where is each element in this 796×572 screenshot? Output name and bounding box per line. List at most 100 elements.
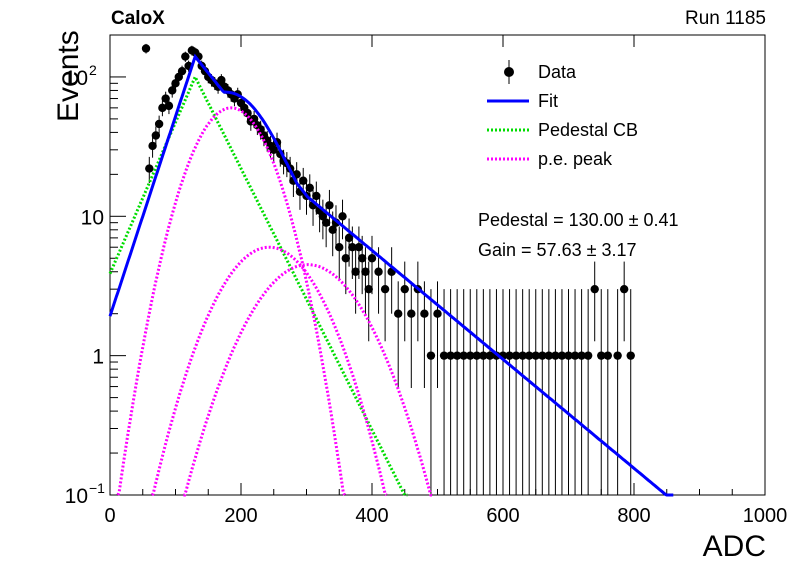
data-point xyxy=(400,284,409,294)
y-tick-label: 10 xyxy=(65,67,88,90)
data-point xyxy=(597,351,606,360)
experiment-label: CaloX xyxy=(111,8,165,29)
data-point xyxy=(603,351,612,360)
y-axis-title: Events xyxy=(52,30,85,122)
x-tick-label: 600 xyxy=(486,505,519,527)
data-point xyxy=(479,351,488,360)
data-point xyxy=(472,351,481,360)
data-point xyxy=(466,351,475,360)
data-point xyxy=(335,243,344,252)
data-point xyxy=(348,243,357,252)
data-point xyxy=(361,267,370,276)
data-point xyxy=(354,243,364,252)
legend-label: Pedestal CB xyxy=(538,120,638,140)
data-point xyxy=(626,351,635,360)
data-point xyxy=(564,351,573,360)
data-point xyxy=(269,145,278,155)
data-point xyxy=(380,284,390,294)
data-point xyxy=(217,75,226,85)
pe-peak-curve-2 xyxy=(150,245,388,497)
data-point xyxy=(446,351,455,360)
x-tick-label: 800 xyxy=(617,505,650,527)
data-point xyxy=(312,191,321,201)
fit-curve xyxy=(108,53,674,497)
data-point xyxy=(619,284,629,294)
data-point xyxy=(583,351,593,360)
x-tick-label: 0 xyxy=(104,505,115,527)
data-point xyxy=(570,351,580,360)
data-point xyxy=(164,101,174,111)
data-point xyxy=(158,103,167,113)
data-point xyxy=(531,351,540,360)
data-point xyxy=(364,284,373,294)
y-tick-label: 1 xyxy=(92,346,104,369)
data-point xyxy=(338,212,347,221)
data-point xyxy=(171,79,180,88)
data-point xyxy=(518,351,527,360)
data-point xyxy=(344,233,354,243)
data-point xyxy=(181,52,190,61)
data-point xyxy=(525,351,534,360)
data-point xyxy=(367,254,377,263)
y-tick-label: 10 xyxy=(81,206,104,229)
data-point xyxy=(151,131,161,140)
data-point xyxy=(433,309,442,318)
pedestal-annotation: Pedestal = 130.00 ± 0.41 xyxy=(478,210,679,230)
data-point xyxy=(321,218,331,227)
run-label: Run 1185 xyxy=(685,8,766,29)
data-point xyxy=(374,267,383,276)
data-point xyxy=(407,309,416,318)
data-point xyxy=(299,176,308,185)
data-point xyxy=(544,351,554,360)
data-point xyxy=(511,351,521,360)
legend-label: p.e. peak xyxy=(538,149,613,169)
pedestal-cb-curve xyxy=(108,73,408,497)
data-point xyxy=(154,119,164,129)
data-point xyxy=(613,351,622,360)
x-tick-label: 1000 xyxy=(743,505,788,527)
legend-label: Fit xyxy=(538,91,558,111)
gain-value: 57.63 xyxy=(536,240,582,260)
data-point xyxy=(439,351,449,360)
pedestal-label: Pedestal xyxy=(478,210,549,230)
data-point xyxy=(328,225,337,235)
data-point xyxy=(341,254,350,263)
data-point xyxy=(459,351,468,360)
data-point xyxy=(325,201,334,210)
pedestal-value: 130.00 xyxy=(568,210,624,230)
data-point xyxy=(538,351,547,360)
data-point xyxy=(148,141,157,151)
data-point xyxy=(485,351,495,360)
data-point xyxy=(357,254,367,263)
legend-marker xyxy=(504,67,514,77)
gain-label: Gain xyxy=(478,240,517,260)
data-point xyxy=(168,86,177,95)
data-point xyxy=(145,164,154,173)
data-point xyxy=(420,309,429,318)
data-point xyxy=(249,114,259,124)
pe-peak-curve-1 xyxy=(116,106,346,496)
data-point xyxy=(161,94,170,103)
data-point xyxy=(141,44,151,53)
data-point xyxy=(177,66,187,76)
data-point xyxy=(590,284,599,294)
data-point xyxy=(551,351,560,360)
x-tick-label: 400 xyxy=(355,505,388,527)
pedestal-error: 0.41 xyxy=(643,210,679,230)
data-point xyxy=(318,212,328,221)
data-point xyxy=(505,351,514,360)
gain-error: 3.17 xyxy=(601,240,637,260)
x-axis-title: ADC xyxy=(702,530,766,563)
data-point xyxy=(394,309,403,318)
y-tick-exponent: −1 xyxy=(89,480,105,496)
data-point xyxy=(452,351,462,360)
y-tick-label: 10 xyxy=(65,485,88,508)
legend-label: Data xyxy=(538,62,577,82)
data-point xyxy=(426,351,436,360)
pe-peak-curve-3 xyxy=(183,263,433,497)
gain-annotation: Gain = 57.63 ± 3.17 xyxy=(478,240,637,260)
data-point xyxy=(305,183,314,193)
x-tick-label: 200 xyxy=(224,505,257,527)
data-point xyxy=(557,351,567,360)
